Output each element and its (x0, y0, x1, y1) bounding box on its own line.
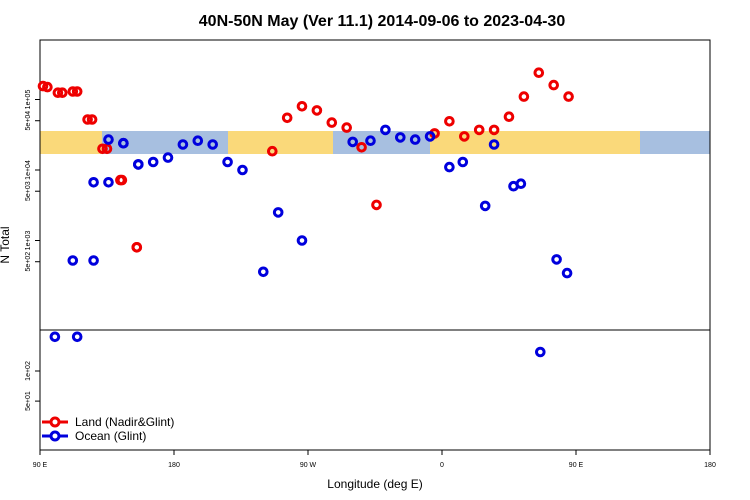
land-segment (40, 131, 102, 154)
x-tick-label: 90 W (300, 462, 317, 469)
legend-ocean-marker (49, 430, 61, 442)
land-point (548, 79, 560, 91)
x-tick-label: 90 E (33, 462, 48, 469)
x-tick-label: 90 E (569, 462, 584, 469)
ocean-point (258, 266, 269, 278)
land-point (326, 117, 338, 128)
ocean-point (71, 331, 83, 343)
legend-land-marker (49, 416, 61, 428)
land-point (444, 116, 455, 127)
ocean-point (395, 132, 406, 143)
land-point (131, 242, 143, 253)
land-point (42, 81, 53, 93)
land-point (57, 87, 68, 98)
chart-title: 40N-50N May (Ver 11.1) 2014-09-06 to 202… (199, 13, 566, 30)
y-tick-label: 1e+02 (25, 361, 32, 381)
land-point (296, 101, 308, 112)
ocean-point (67, 255, 79, 266)
ocean-point (515, 178, 527, 189)
ocean-point (380, 124, 391, 136)
land-point (459, 131, 470, 142)
land-point (563, 91, 574, 102)
y-tick-label: 5e+02 (25, 252, 32, 272)
land-point (473, 124, 485, 136)
land-point (267, 145, 278, 157)
ocean-point (222, 156, 233, 168)
land-segment (228, 131, 333, 154)
ocean-point (296, 235, 308, 246)
land-point (488, 124, 500, 136)
land-point (101, 143, 113, 155)
ocean-point (177, 139, 189, 150)
ocean-point (118, 137, 129, 149)
land-segment (430, 131, 640, 154)
ocean-point (409, 134, 421, 145)
land-point (371, 199, 382, 211)
land-point (518, 91, 530, 102)
ocean-point (207, 139, 218, 150)
y-tick-label: 1e+04 (25, 160, 32, 180)
ocean-point (457, 156, 469, 168)
land-point (97, 143, 108, 155)
ocean-point (561, 267, 573, 279)
ocean-point (192, 135, 204, 146)
map-band-land (40, 131, 640, 154)
plot-frame (39, 39, 711, 451)
ocean-point (479, 200, 491, 212)
ocean-point (88, 255, 99, 266)
ocean-point (103, 134, 114, 145)
land-point (356, 142, 367, 153)
x-tick-label: 0 (440, 462, 444, 469)
ocean-point (133, 159, 144, 170)
y-tick-label: 5e+04 (25, 111, 32, 131)
ocean-point (347, 136, 359, 148)
ocean-point (488, 139, 500, 150)
x-axis-label: Longitude (deg E) (327, 477, 422, 491)
ocean-point (103, 177, 114, 188)
legend-land-label: Land (Nadir&Glint) (75, 415, 174, 429)
ocean-point (88, 177, 99, 188)
land-point (503, 111, 515, 122)
land-point (86, 114, 98, 125)
ocean-point (424, 131, 436, 142)
ocean-point (162, 152, 174, 163)
x-tick-label: 180 (168, 462, 180, 469)
land-point (82, 114, 93, 125)
y-axis-label: N Total (0, 226, 12, 263)
y-tick-label: 5e+03 (25, 181, 32, 201)
land-point (311, 105, 323, 116)
ocean-point (444, 161, 455, 173)
land-point (116, 174, 128, 186)
land-point (533, 67, 545, 78)
land-point (67, 86, 79, 97)
ocean-point (551, 254, 562, 265)
legend: Land (Nadir&Glint) Ocean (Glint) (42, 415, 174, 443)
land-point (281, 112, 293, 124)
y-tick-label: 5e+01 (25, 391, 32, 411)
y-tick-label: 1e+03 (25, 231, 32, 251)
ocean-point (272, 207, 284, 218)
x-tick-label: 180 (704, 462, 716, 469)
land-point (71, 86, 83, 97)
ocean-point (365, 135, 376, 146)
land-point (341, 122, 353, 133)
legend-ocean-label: Ocean (Glint) (75, 429, 146, 443)
ocean-point (49, 331, 61, 343)
y-tick-label: 1e+05 (25, 90, 32, 110)
land-point (52, 87, 64, 98)
ocean-point (535, 346, 546, 358)
ocean-point (147, 156, 159, 168)
ocean-point (237, 164, 248, 176)
